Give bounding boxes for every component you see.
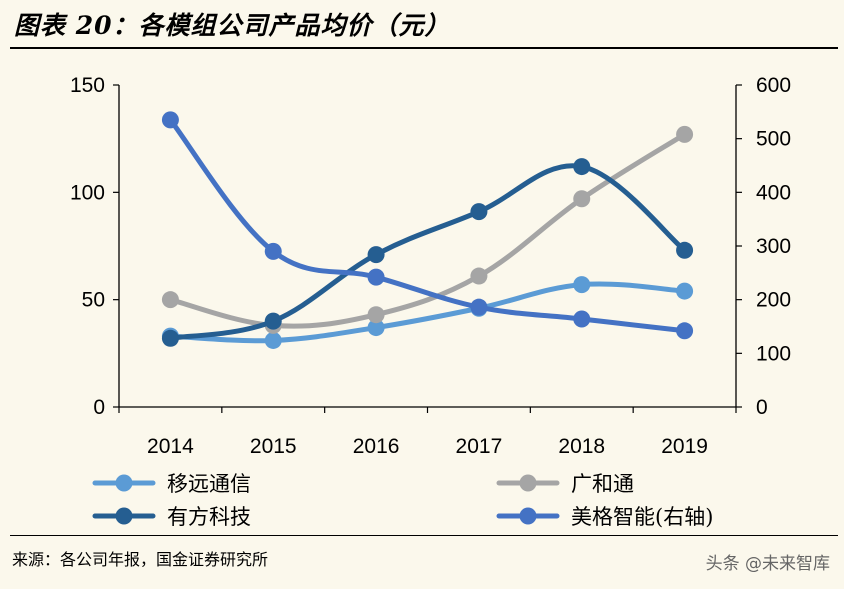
right-tick-label: 400	[756, 181, 791, 204]
series-2-point	[676, 241, 694, 259]
source-note: 来源：各公司年报，国金证券研究所	[12, 550, 269, 569]
right-tick-label: 100	[756, 342, 791, 365]
x-tick-label: 2015	[250, 435, 297, 458]
series-3-point	[161, 111, 179, 129]
series-0-line	[167, 281, 688, 344]
watermark: 头条 @未来智库	[705, 554, 830, 574]
series-2-point	[367, 246, 385, 264]
legend-swatch-marker	[519, 474, 537, 492]
series-2-point	[161, 329, 179, 347]
x-tick-label: 2017	[456, 435, 503, 458]
legend-label: 移远通信	[167, 472, 251, 496]
figure-title: 图表 20：各模组公司产品均价（元）	[14, 11, 451, 40]
series-2-point	[573, 158, 591, 176]
series-0-point	[367, 319, 385, 337]
series-0-point	[676, 282, 694, 300]
left-tick-label: 50	[82, 289, 105, 312]
series-3-point	[573, 310, 591, 328]
series-3-point	[264, 242, 282, 260]
series-3-point	[470, 298, 488, 316]
left-tick-label: 150	[70, 74, 105, 97]
legend-label: 广和通	[571, 472, 634, 496]
x-tick-label: 2019	[661, 435, 708, 458]
series-3-point	[367, 268, 385, 286]
right-tick-label: 500	[756, 128, 791, 151]
footer-divider	[10, 535, 838, 536]
left-tick-label: 0	[93, 396, 105, 419]
series-1-point	[573, 190, 591, 208]
series-0-point	[573, 276, 591, 294]
x-tick-label: 2016	[353, 435, 400, 458]
right-tick-label: 600	[756, 74, 791, 97]
series-0-point	[264, 331, 282, 349]
left-tick-label: 100	[70, 181, 105, 204]
series-1-point	[676, 125, 694, 143]
series-1-point	[367, 306, 385, 324]
right-tick-label: 0	[756, 396, 768, 419]
series-1-point	[470, 267, 488, 285]
legend-label: 有方科技	[167, 505, 251, 529]
title-divider	[10, 47, 838, 49]
x-tick-label: 2018	[558, 435, 605, 458]
series-2-line	[167, 163, 688, 341]
series-2-point	[264, 312, 282, 330]
legend-swatch-marker	[115, 507, 133, 525]
right-tick-label: 200	[756, 289, 791, 312]
legend-label: 美格智能(右轴)	[571, 505, 713, 529]
series-1-point	[161, 291, 179, 309]
line-chart: 0 50 100 150 0 100 200 300 400 500 600 2014 2015 2016…	[70, 74, 791, 529]
x-tick-label: 2014	[147, 435, 194, 458]
series-2-point	[470, 203, 488, 221]
series-3-point	[676, 322, 694, 340]
right-tick-label: 300	[756, 235, 791, 258]
legend-swatch-marker	[115, 474, 133, 492]
legend-swatch-marker	[519, 507, 537, 525]
